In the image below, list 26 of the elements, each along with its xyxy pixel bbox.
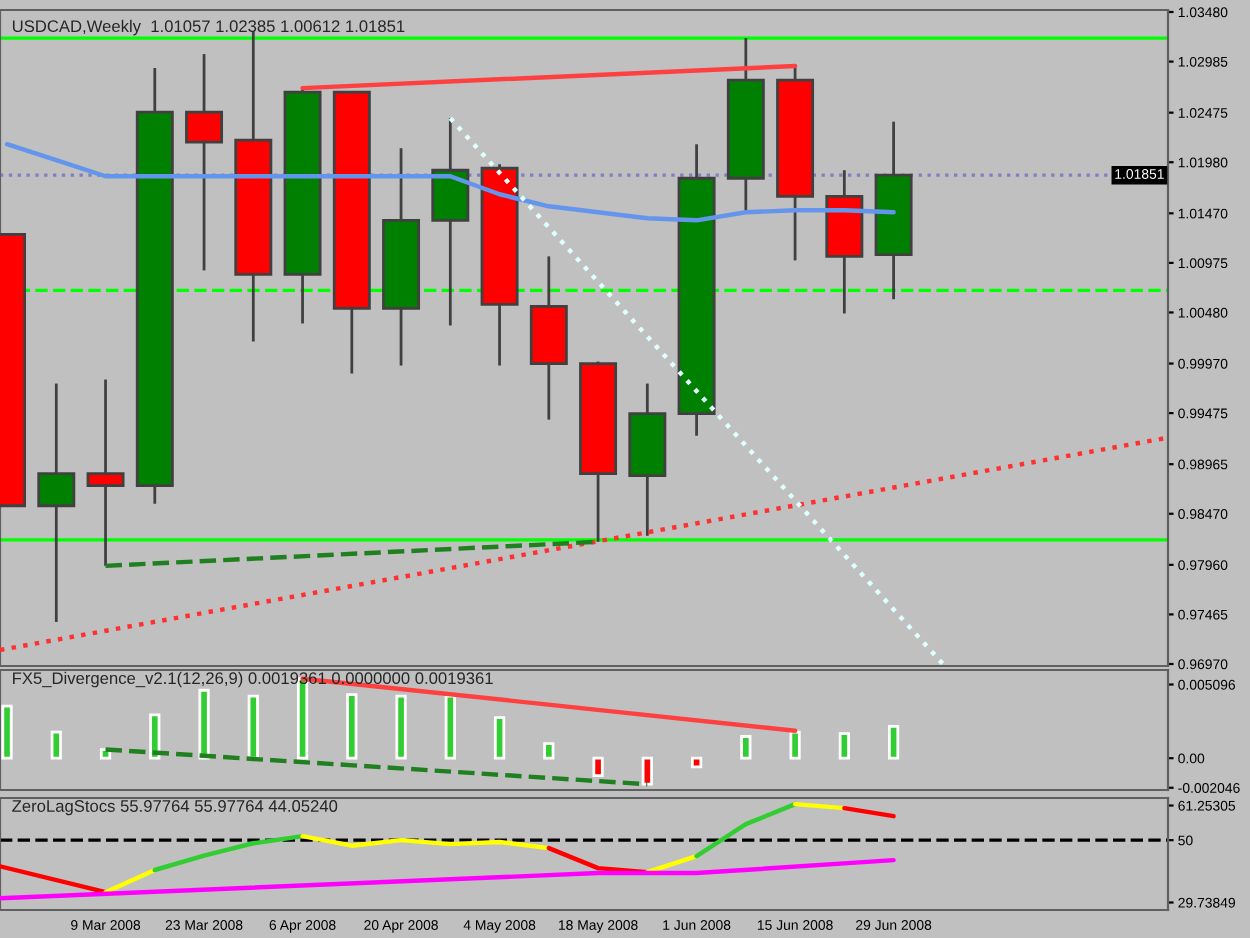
chart-title: ZeroLagStocs 55.97764 55.97764 44.05240 bbox=[12, 800, 338, 816]
bar bbox=[444, 694, 456, 760]
bar bbox=[395, 694, 407, 760]
bar bbox=[247, 694, 259, 760]
bar bbox=[641, 756, 653, 786]
text: USDCAD,Weekly 1.01057 1.02385 1.00612 1.01851 bbox=[12, 19, 405, 36]
bar bbox=[543, 742, 555, 760]
candlestick bbox=[185, 52, 224, 272]
candlestick bbox=[37, 382, 76, 624]
bar bbox=[493, 716, 506, 760]
line-series bbox=[300, 833, 552, 851]
bar bbox=[50, 730, 62, 760]
bar bbox=[346, 693, 358, 760]
bar bbox=[740, 735, 752, 760]
bar bbox=[789, 730, 801, 760]
bar bbox=[690, 756, 703, 769]
bar bbox=[887, 725, 900, 760]
chart-title: FX5_Divergence_v2.1(12,26,9) 0.0019361 0.0000000 0.0019361 bbox=[13, 671, 493, 688]
bar bbox=[592, 756, 604, 777]
line-series bbox=[152, 833, 305, 873]
candlestick bbox=[86, 378, 125, 568]
bar bbox=[838, 732, 850, 760]
line-series bbox=[4, 141, 896, 223]
bar bbox=[149, 713, 161, 760]
bar bbox=[198, 688, 210, 760]
bar bbox=[1, 704, 13, 760]
